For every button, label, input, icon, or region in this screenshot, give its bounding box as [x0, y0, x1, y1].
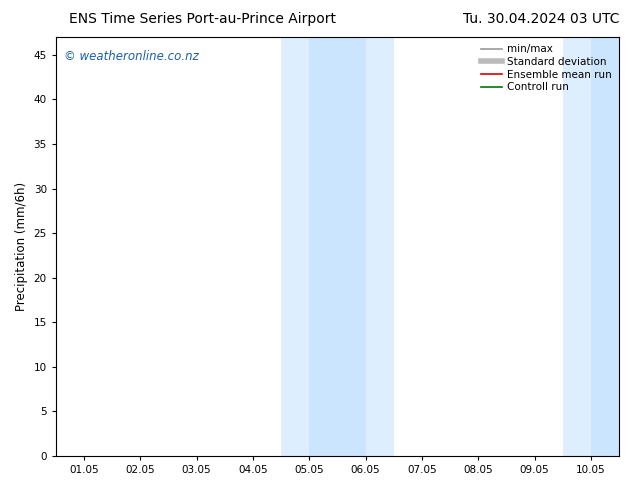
- Bar: [281, 37, 394, 456]
- Bar: [563, 37, 634, 456]
- Legend: min/max, Standard deviation, Ensemble mean run, Controll run: min/max, Standard deviation, Ensemble me…: [479, 42, 614, 94]
- Text: ENS Time Series Port-au-Prince Airport: ENS Time Series Port-au-Prince Airport: [69, 12, 337, 26]
- Text: Tu. 30.04.2024 03 UTC: Tu. 30.04.2024 03 UTC: [463, 12, 619, 26]
- Bar: [591, 37, 619, 456]
- Text: © weatheronline.co.nz: © weatheronline.co.nz: [64, 49, 199, 63]
- Y-axis label: Precipitation (mm/6h): Precipitation (mm/6h): [15, 182, 28, 311]
- Bar: [309, 37, 366, 456]
